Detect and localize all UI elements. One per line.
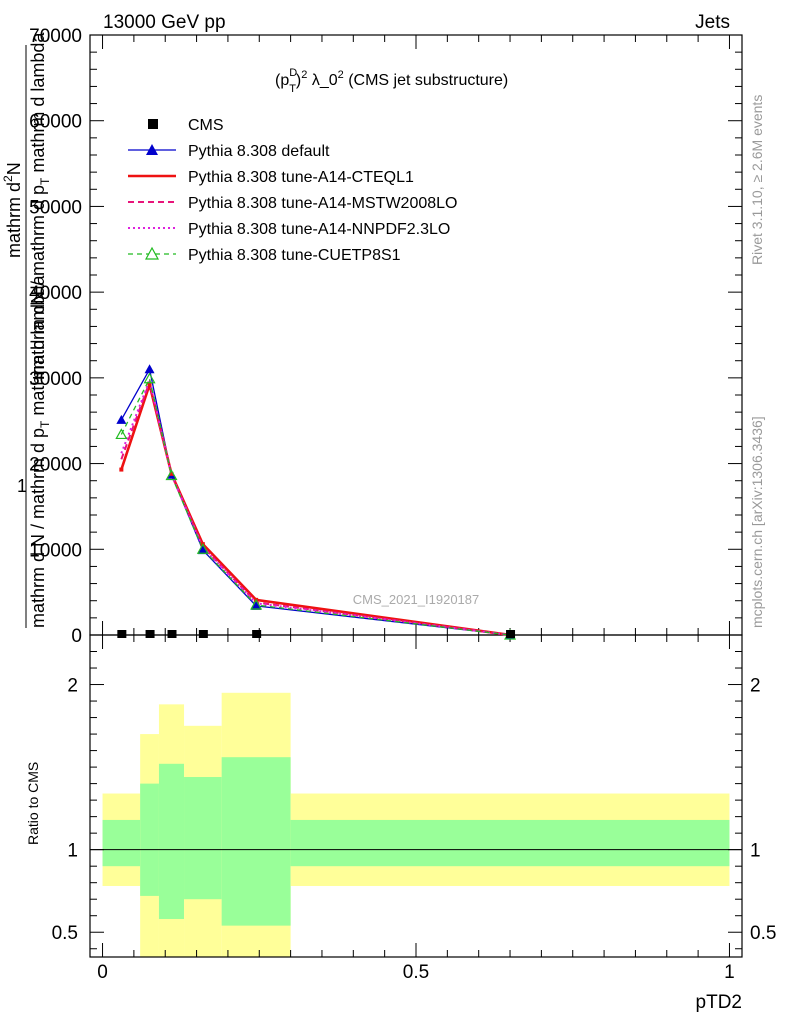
legend-label: Pythia 8.308 default: [188, 143, 330, 160]
legend-marker-open-triangle: [144, 246, 160, 260]
legend-label: CMS: [188, 117, 224, 134]
ratio-band-green-1: [140, 783, 159, 896]
y-tick-label: 30000: [29, 369, 82, 390]
cms-data-point: [252, 630, 262, 638]
ratio-y-tick-label-left: 2: [67, 676, 78, 697]
legend-label: Pythia 8.308 tune-A14-NNPDF2.3LO: [188, 221, 450, 238]
series-point-4: [143, 372, 156, 384]
x-axis-label: pTD2: [696, 992, 742, 1013]
ratio-y-label: Ratio to CMS: [25, 762, 41, 845]
y-tick-label: 70000: [29, 26, 82, 47]
series-point-1: [119, 467, 124, 472]
legend-marker-square: [148, 119, 158, 129]
cms-data-point: [167, 630, 177, 638]
x-tick-label: 0.5: [403, 962, 429, 983]
series-group: [115, 364, 517, 640]
ratio-bands: [90, 692, 742, 957]
ratio-y-tick-label-right: 1: [750, 841, 761, 862]
y-label-line-1: mathrm d N / mathrm d pT mathrm d lambda: [28, 275, 52, 628]
y-label-line-3: mathrm dN / mathrm d pT mathrm d lambda: [28, 32, 52, 380]
series-point-1: [147, 382, 152, 387]
y-tick-label: 50000: [29, 197, 82, 218]
ratio-band-green-2: [158, 763, 185, 920]
y-tick-label: 60000: [29, 112, 82, 133]
series-point-0: [251, 600, 262, 610]
series-line-3: [120, 377, 511, 636]
series-point-4: [250, 598, 263, 610]
cms-data-point: [506, 630, 516, 638]
series-point-4: [165, 469, 178, 481]
series-point-0: [116, 414, 127, 424]
ratio-y-tick-label-right: 0.5: [750, 923, 776, 944]
y-label-line-2: mathrm d2N: [1, 162, 24, 258]
legend-label: Pythia 8.308 tune-A14-MSTW2008LO: [188, 195, 457, 212]
series-point-4: [196, 543, 209, 554]
legend: CMS Pythia 8.308 default Pythia 8.308 tune…: [128, 117, 457, 264]
ratio-y-tick-label-left: 0.5: [52, 923, 78, 944]
y-axis-label: 1 mathrm d N / mathrm d pT mathrm d lamb…: [1, 32, 52, 628]
rivet-label: Rivet 3.1.10, ≥ 2.6M events: [749, 95, 765, 265]
y-label-one: 1: [17, 476, 27, 496]
ratio-y-tick-label-right: 2: [750, 676, 761, 697]
ratio-band-green-0: [102, 819, 141, 867]
y-tick-label: 40000: [29, 283, 82, 304]
tick-labels: 0 10000 20000 30000 40000 50000 60000 70000 0 0.5…: [29, 26, 776, 983]
series-point-0: [197, 545, 208, 555]
series-point-1: [169, 471, 174, 476]
legend-marker-triangle: [146, 144, 158, 155]
series-point-0: [144, 364, 155, 374]
cms-data-point: [145, 630, 155, 638]
cms-data-point: [198, 630, 208, 638]
header-left: 13000 GeV pp: [103, 12, 226, 33]
series-point-4: [115, 428, 128, 440]
ratio-band-green-5: [290, 819, 730, 867]
ratio-y-tick-label-left: 1: [67, 841, 78, 862]
ratio-band-green-3: [184, 777, 222, 900]
y-tick-label: 10000: [29, 540, 82, 561]
ratio-band-green-4: [221, 757, 291, 926]
x-tick-label: 1: [724, 962, 735, 983]
legend-label: Pythia 8.308 tune-CUETP8S1: [188, 247, 401, 264]
header-right: Jets: [695, 12, 730, 33]
cms-data-point: [117, 630, 127, 638]
series-line-2: [120, 378, 511, 636]
plot-title: (pD T)2 λ_02 (CMS jet substructure): [275, 67, 508, 95]
axis-ticks: [90, 34, 742, 957]
watermark: CMS_2021_I1920187: [353, 592, 480, 607]
mcplots-label: mcplots.cern.ch [arXiv:1306.3436]: [749, 416, 765, 628]
x-tick-label: 0: [97, 962, 108, 983]
series-line-4: [120, 376, 511, 636]
y-tick-label: 0: [71, 626, 82, 647]
legend-label: Pythia 8.308 tune-A14-CTEQL1: [188, 169, 414, 186]
y-tick-label: 20000: [29, 455, 82, 476]
